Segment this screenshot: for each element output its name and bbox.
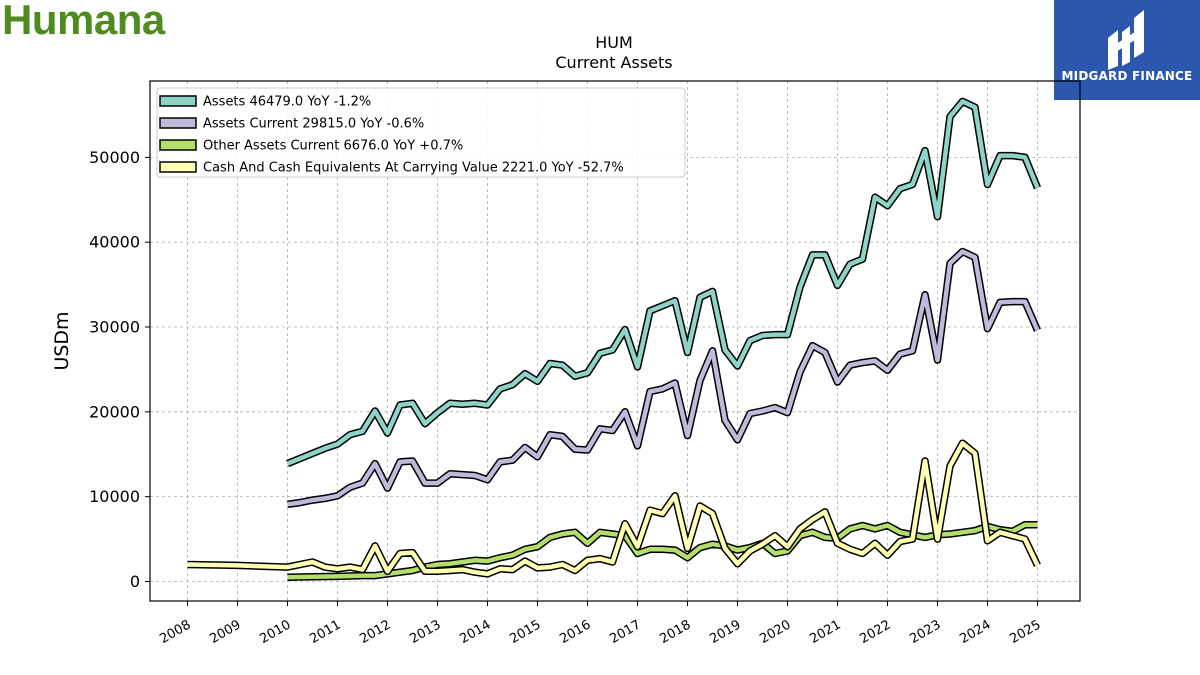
legend-entry: Assets 46479.0 YoY -1.2% bbox=[203, 95, 371, 110]
midgard-brand-text: MIDGARD FINANCE bbox=[1061, 69, 1193, 83]
x-ticks: 2008 2009 2010 2011 2012 2013 2014 2015 2016 2017… bbox=[157, 601, 1044, 647]
axes-frame bbox=[149, 80, 1081, 602]
legend-swatch bbox=[159, 117, 197, 129]
x-tick-label: 2022 bbox=[857, 617, 893, 647]
midgard-finance-logo: MIDGARD FINANCE bbox=[1054, 0, 1200, 100]
x-tick-label: 2015 bbox=[507, 617, 543, 647]
legend-entry: Cash And Cash Equivalents At Carrying Va… bbox=[203, 161, 624, 176]
y-tick-label: 40000 bbox=[89, 233, 140, 252]
x-tick-label: 2012 bbox=[357, 617, 393, 647]
y-tick-label: 30000 bbox=[89, 318, 140, 337]
x-tick-label: 2014 bbox=[457, 617, 493, 647]
x-tick-label: 2019 bbox=[707, 617, 743, 647]
x-tick-label: 2008 bbox=[157, 617, 193, 647]
chart-subtitle: Current Assets bbox=[555, 53, 672, 72]
y-tick-label: 20000 bbox=[89, 402, 140, 421]
series-layer bbox=[187, 97, 1041, 581]
y-axis-label: USDm bbox=[51, 311, 73, 370]
legend-box bbox=[156, 87, 686, 178]
midgard-mark-icon bbox=[1108, 10, 1144, 70]
legend-swatch bbox=[159, 139, 197, 151]
y-tick-label: 50000 bbox=[89, 148, 140, 167]
legend-swatch bbox=[159, 161, 197, 173]
chart-title: HUM bbox=[595, 33, 633, 52]
x-tick-label: 2024 bbox=[957, 617, 993, 647]
legend-swatch bbox=[159, 95, 197, 107]
series-0 bbox=[286, 97, 1041, 468]
x-tick-label: 2025 bbox=[1007, 617, 1043, 647]
y-tick-label: 10000 bbox=[89, 487, 140, 506]
series-3 bbox=[187, 439, 1041, 578]
legend-entry: Other Assets Current 6676.0 YoY +0.7% bbox=[203, 139, 463, 154]
x-tick-label: 2017 bbox=[607, 617, 643, 647]
humana-logo: Humana bbox=[2, 0, 165, 43]
series-line bbox=[286, 99, 1040, 466]
y-tick-label: 0 bbox=[130, 572, 140, 591]
x-tick-label: 2013 bbox=[407, 617, 443, 647]
x-tick-label: 2011 bbox=[307, 617, 343, 647]
y-ticks: 0 10000 20000 30000 40000 50000 bbox=[89, 148, 150, 591]
x-tick-label: 2020 bbox=[757, 617, 793, 647]
series-line-outline bbox=[187, 439, 1041, 578]
x-tick-label: 2018 bbox=[657, 617, 693, 647]
x-tick-label: 2023 bbox=[907, 617, 943, 647]
x-tick-label: 2010 bbox=[257, 617, 293, 647]
legend-entry: Assets Current 29815.0 YoY -0.6% bbox=[203, 117, 424, 132]
series-line bbox=[287, 249, 1040, 507]
series-line bbox=[187, 440, 1040, 577]
x-tick-label: 2016 bbox=[557, 617, 593, 647]
x-tick-label: 2021 bbox=[807, 617, 843, 647]
x-tick-label: 2009 bbox=[207, 617, 243, 647]
series-1 bbox=[286, 247, 1041, 509]
legend: Assets 46479.0 YoY -1.2% Assets Current 2… bbox=[156, 87, 686, 178]
